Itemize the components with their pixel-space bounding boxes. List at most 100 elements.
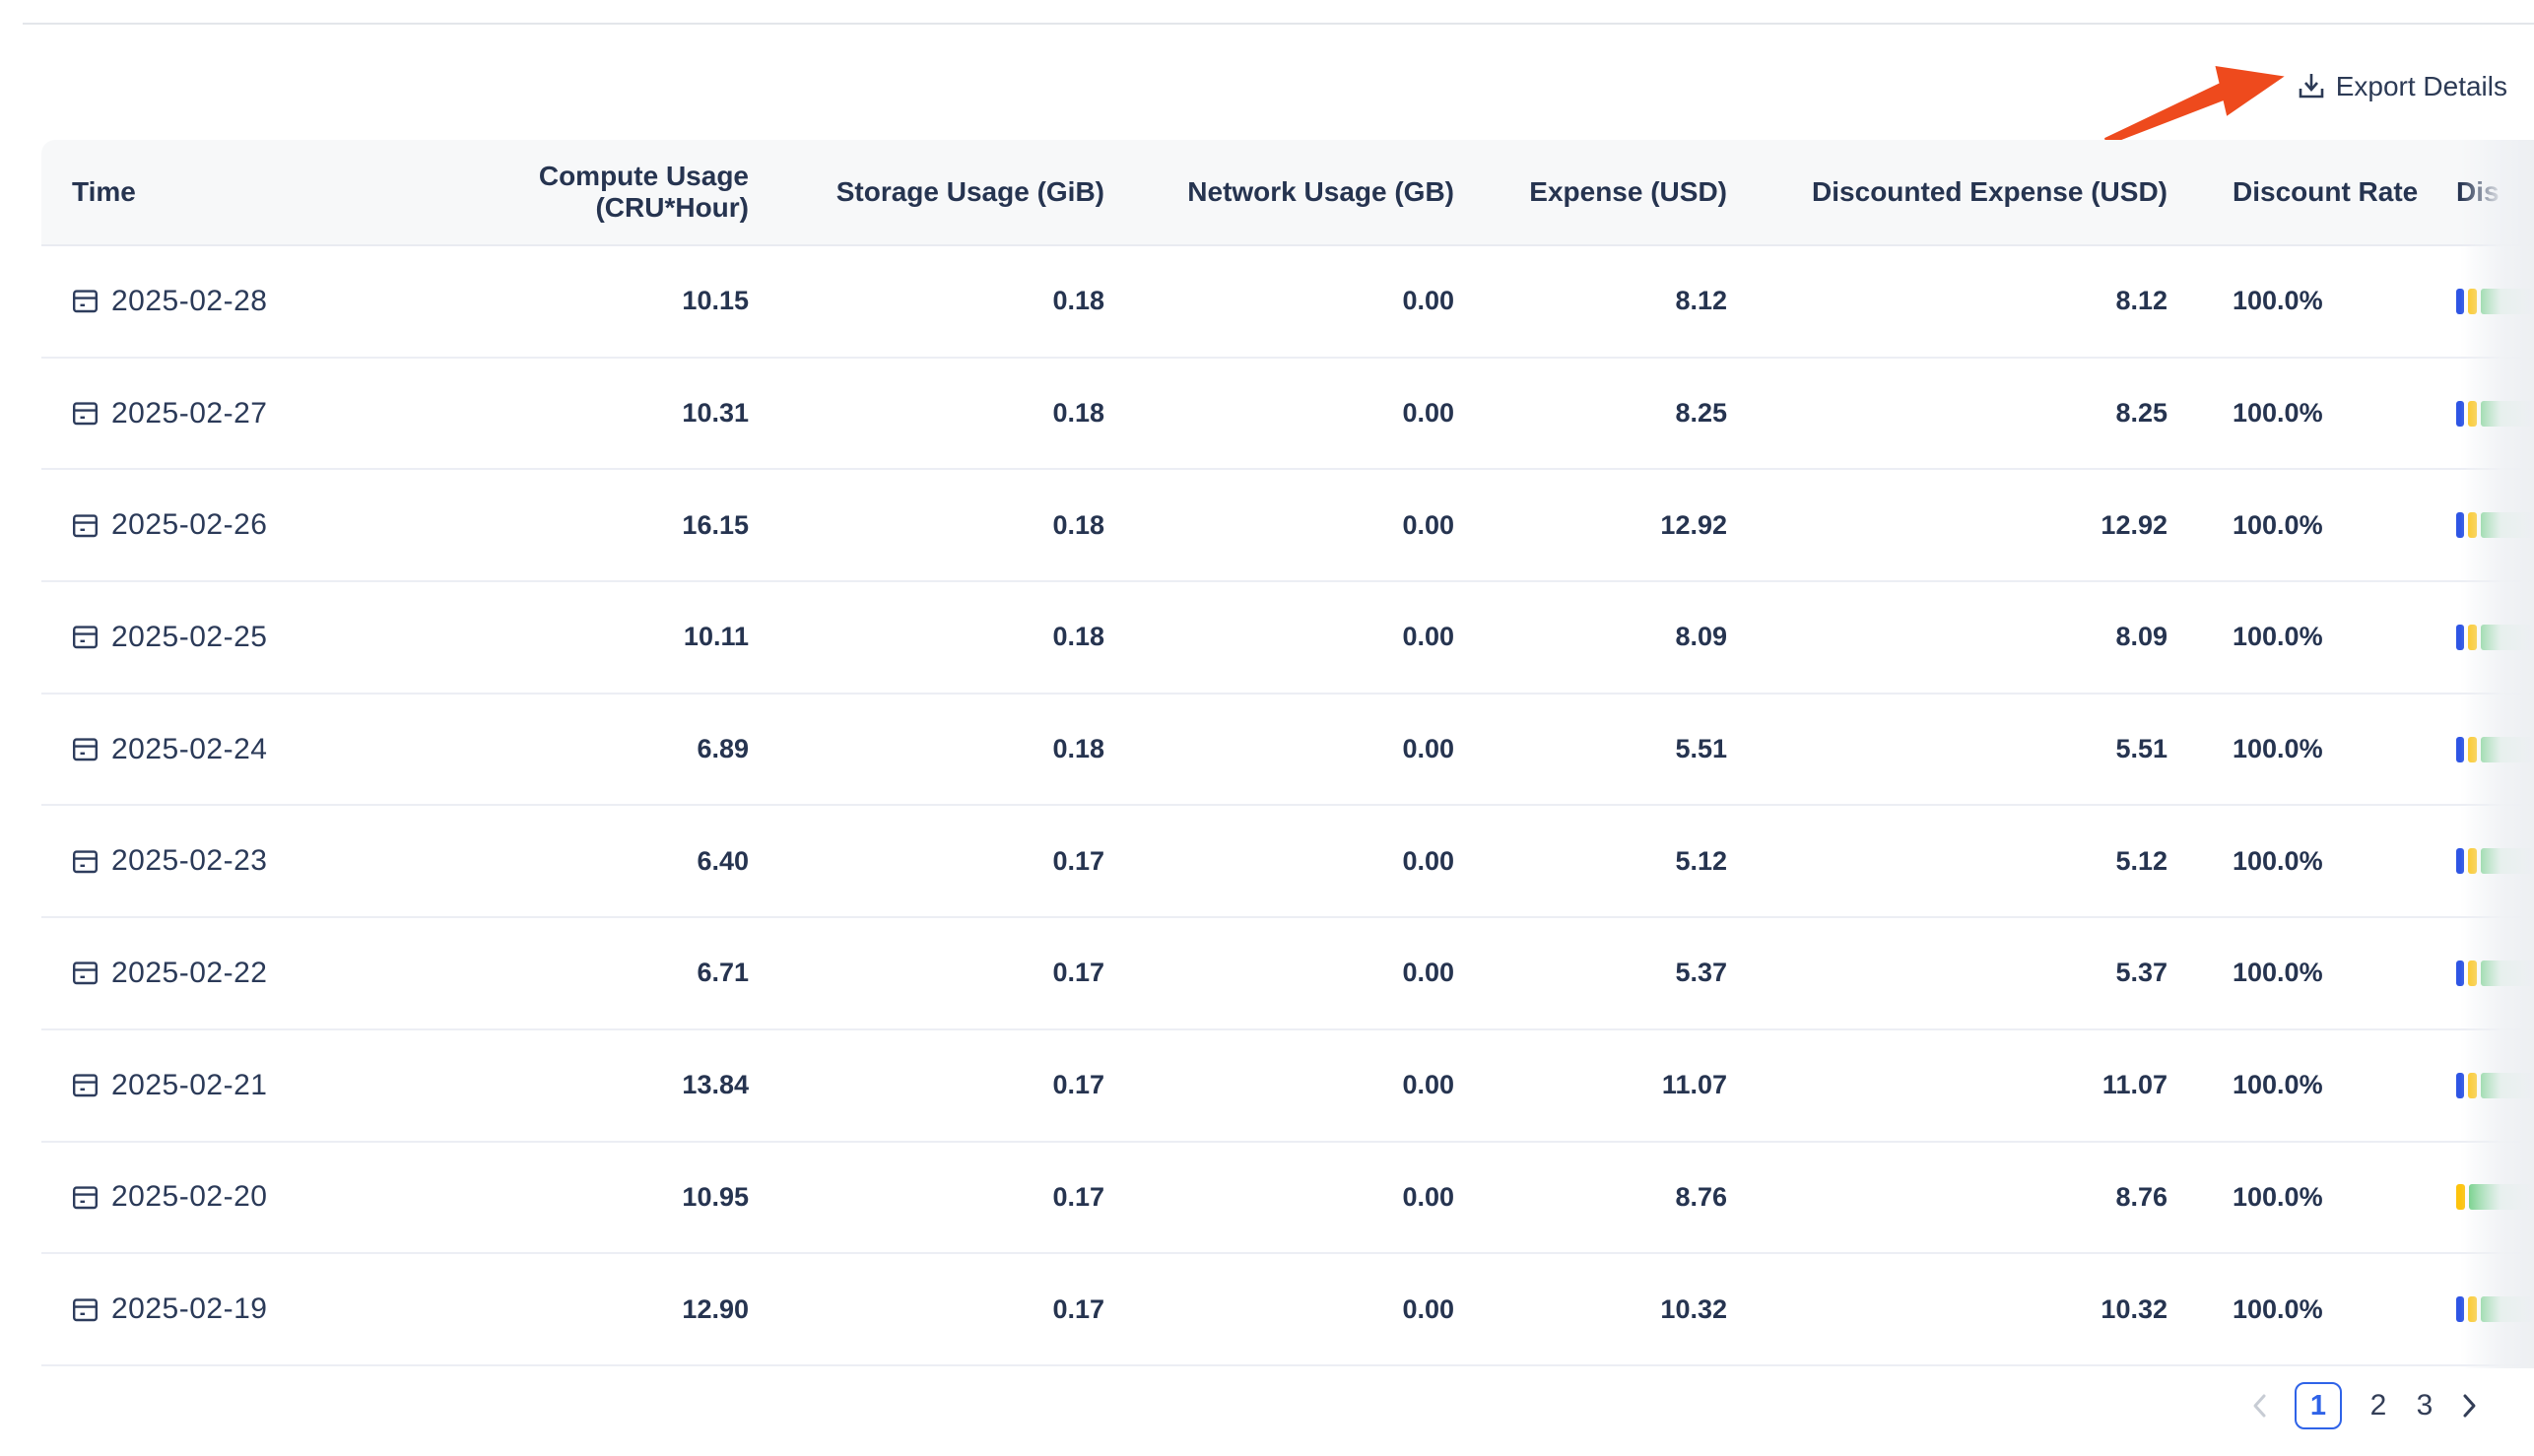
date-label: 2025-02-21 [111,1068,268,1101]
discount-rate-value: 100.0% [2233,1293,2323,1324]
column-header-expense: Expense (USD) [1529,176,1727,207]
column-header-discounted-expense: Discounted Expense (USD) [1812,176,2167,207]
storage-usage-value: 0.17 [1052,845,1104,876]
table-row: 2025-02-26 16.15 0.18 0.00 12.92 12.92 1… [41,470,2534,583]
time-cell: 2025-02-23 [41,844,416,878]
export-details-button[interactable]: Export Details [2297,71,2507,102]
date-label: 2025-02-24 [111,732,268,765]
chevron-right-icon[interactable] [2461,1391,2478,1421]
compute-usage-value: 16.15 [682,509,749,540]
column-header-network-usage: Network Usage (GB) [1187,176,1454,207]
discount-rate-value: 100.0% [2233,958,2323,988]
table-row: 2025-02-27 10.31 0.18 0.00 8.25 8.25 100… [41,358,2534,471]
storage-usage-value: 0.18 [1052,398,1104,429]
discounted-expense-value: 11.07 [2101,1070,2167,1100]
time-cell: 2025-02-22 [41,957,416,990]
time-cell: 2025-02-25 [41,621,416,654]
expense-value: 12.92 [1660,509,1727,540]
network-usage-value: 0.00 [1402,622,1454,652]
time-cell: 2025-02-21 [41,1069,416,1102]
calendar-icon [73,402,99,426]
table-header-row: Time Compute Usage (CRU*Hour) Storage Us… [41,140,2534,246]
discount-rate-value: 100.0% [2233,286,2323,316]
table-row: 2025-02-25 10.11 0.18 0.00 8.09 8.09 100… [41,582,2534,695]
discount-rate-value: 100.0% [2233,845,2323,876]
section-divider [23,23,2534,25]
storage-usage-value: 0.18 [1052,622,1104,652]
time-cell: 2025-02-26 [41,508,416,542]
time-cell: 2025-02-19 [41,1292,416,1326]
expense-value: 11.07 [1661,1070,1727,1100]
storage-usage-value: 0.17 [1052,1070,1104,1100]
compute-usage-value: 13.84 [682,1070,749,1100]
network-usage-value: 0.00 [1402,1070,1454,1100]
discounted-expense-value: 5.37 [2115,958,2167,988]
page-button-3[interactable]: 3 [2416,1389,2434,1422]
table-row: 2025-02-24 6.89 0.18 0.00 5.51 5.51 100.… [41,694,2534,807]
expense-value: 8.12 [1675,286,1727,316]
date-label: 2025-02-28 [111,284,268,317]
calendar-icon [73,1297,99,1321]
calendar-icon [73,1186,99,1210]
date-label: 2025-02-20 [111,1180,268,1214]
compute-usage-value: 10.15 [682,286,749,316]
calendar-icon [73,738,99,761]
table-row: 2025-02-20 10.95 0.17 0.00 8.76 8.76 100… [41,1142,2534,1255]
compute-usage-value: 6.89 [697,734,749,764]
compute-usage-value: 10.31 [682,398,749,429]
table-row: 2025-02-22 6.71 0.17 0.00 5.37 5.37 100.… [41,918,2534,1030]
calendar-icon [73,961,99,985]
network-usage-value: 0.00 [1402,1181,1454,1212]
time-cell: 2025-02-27 [41,397,416,430]
network-usage-value: 0.00 [1402,958,1454,988]
expense-value: 8.25 [1675,398,1727,429]
discounted-expense-value: 10.32 [2101,1293,2167,1324]
table-body: 2025-02-28 10.15 0.18 0.00 8.12 8.12 100… [41,246,2534,1366]
discount-rate-value: 100.0% [2233,509,2323,540]
table-row: 2025-02-23 6.40 0.17 0.00 5.12 5.12 100.… [41,806,2534,919]
expense-value: 5.12 [1675,845,1727,876]
compute-usage-value: 10.11 [683,622,749,652]
discount-rate-value: 100.0% [2233,1070,2323,1100]
discount-rate-value: 100.0% [2233,398,2323,429]
download-icon [2297,72,2326,101]
discounted-expense-value: 8.25 [2115,398,2167,429]
discounted-expense-value: 8.12 [2115,286,2167,316]
network-usage-value: 0.00 [1402,845,1454,876]
storage-usage-value: 0.17 [1052,1181,1104,1212]
expense-value: 10.32 [1660,1293,1727,1324]
network-usage-value: 0.00 [1402,734,1454,764]
annotation-arrow [2104,66,2285,144]
discounted-expense-value: 5.51 [2115,734,2167,764]
scroll-fade-overlay [2460,140,2534,1368]
expense-value: 5.51 [1675,734,1727,764]
date-label: 2025-02-26 [111,508,268,542]
compute-usage-value: 12.90 [682,1293,749,1324]
storage-usage-value: 0.18 [1052,734,1104,764]
page-button-2[interactable]: 2 [2369,1389,2387,1422]
compute-usage-value: 6.71 [697,958,749,988]
time-cell: 2025-02-28 [41,285,416,318]
chevron-left-icon[interactable] [2251,1391,2268,1421]
date-label: 2025-02-27 [111,396,268,430]
calendar-icon [73,290,99,313]
compute-usage-value: 10.95 [682,1181,749,1212]
expense-value: 8.76 [1675,1181,1727,1212]
discount-rate-value: 100.0% [2233,622,2323,652]
date-label: 2025-02-25 [111,620,268,653]
time-cell: 2025-02-24 [41,733,416,766]
discounted-expense-value: 5.12 [2115,845,2167,876]
storage-usage-value: 0.17 [1052,958,1104,988]
date-label: 2025-02-19 [111,1292,268,1326]
discounted-expense-value: 12.92 [2101,509,2167,540]
storage-usage-value: 0.17 [1052,1293,1104,1324]
expense-value: 5.37 [1675,958,1727,988]
pagination: 1 2 3 [2251,1381,2478,1430]
page-button-1[interactable]: 1 [2295,1382,2342,1429]
discounted-expense-value: 8.76 [2115,1181,2167,1212]
storage-usage-value: 0.18 [1052,509,1104,540]
network-usage-value: 0.00 [1402,286,1454,316]
table-row: 2025-02-21 13.84 0.17 0.00 11.07 11.07 1… [41,1029,2534,1143]
usage-details-table: Time Compute Usage (CRU*Hour) Storage Us… [41,140,2534,1368]
calendar-icon [73,850,99,873]
